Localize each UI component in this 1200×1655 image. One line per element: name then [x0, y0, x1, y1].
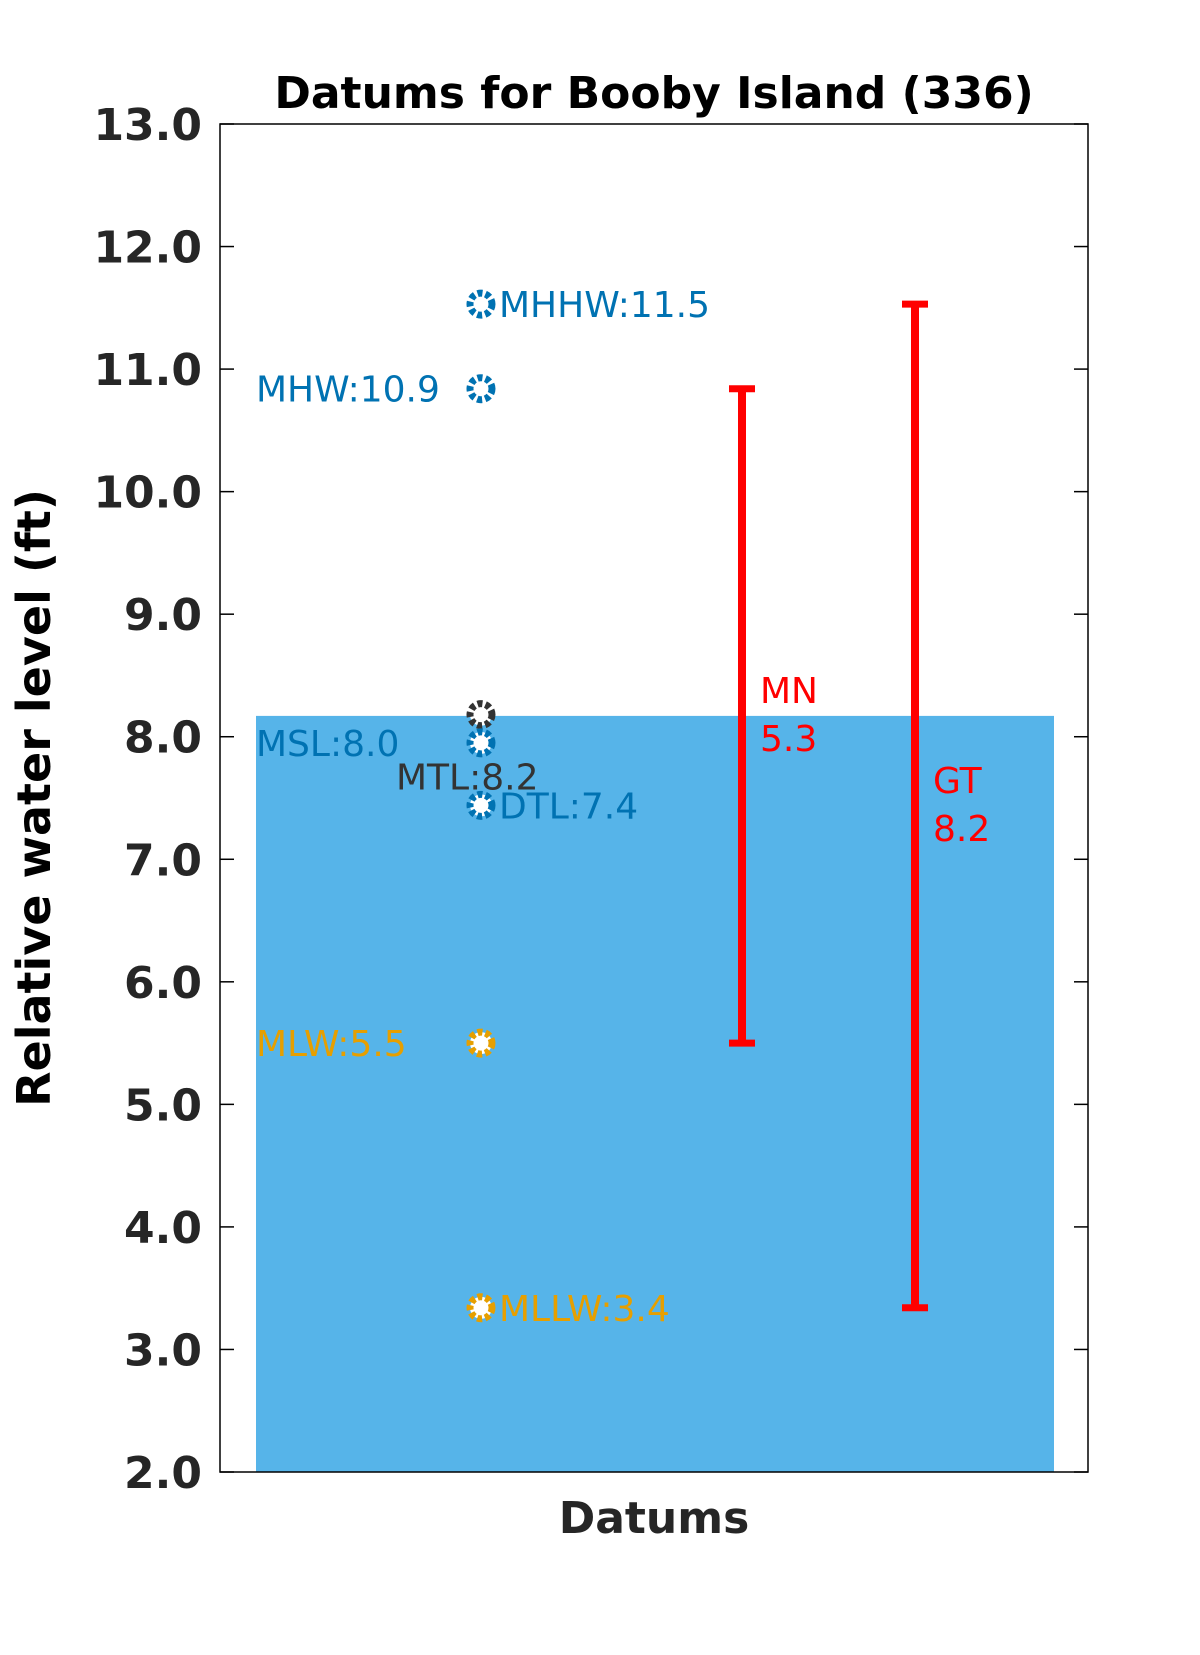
y-tick-label: 7.0 [124, 835, 202, 886]
y-tick-label: 5.0 [124, 1080, 202, 1131]
datum-label: MSL:8.0 [256, 724, 399, 765]
y-tick-label: 6.0 [124, 958, 202, 1009]
y-tick-label: 4.0 [124, 1203, 202, 1254]
y-tick-label: 12.0 [93, 223, 202, 274]
y-tick-label: 8.0 [124, 713, 202, 764]
range-value-label: 8.2 [933, 809, 990, 850]
datum-marker [466, 790, 496, 820]
range-name-label: GT [933, 761, 983, 802]
y-tick-label: 10.0 [93, 468, 202, 519]
datum-label: MTL:8.2 [396, 758, 539, 799]
range-name-label: MN [760, 671, 818, 712]
range-value-label: 5.3 [760, 719, 817, 760]
datum-marker [466, 700, 496, 730]
y-tick-label: 3.0 [124, 1325, 202, 1376]
x-axis-label: Datums [559, 1493, 750, 1544]
datum-label: MHW:10.9 [256, 370, 440, 411]
y-tick-label: 13.0 [93, 100, 202, 151]
datum-marker [466, 289, 496, 319]
chart-title: Datums for Booby Island (336) [274, 68, 1033, 119]
datum-label: MLLW:3.4 [499, 1289, 670, 1330]
datum-marker [466, 374, 496, 404]
y-tick-label: 9.0 [124, 590, 202, 641]
datum-label: DTL:7.4 [499, 786, 638, 827]
datum-label: MHHW:11.5 [499, 285, 710, 326]
y-tick-label: 11.0 [93, 345, 202, 396]
plot-frame [219, 123, 1089, 1473]
bar-mtl [256, 715, 1054, 1472]
y-tick-label: 2.0 [124, 1448, 202, 1499]
plot-area: 2.0 3.0 4.0 5.0 6.0 7.0 8.0 9.0 10.0 11.0 12.0 13.0… [93, 100, 1089, 1499]
datum-marker [466, 1293, 496, 1323]
datum-marker [466, 728, 496, 758]
datum-label: MLW:5.5 [256, 1024, 407, 1065]
y-axis-label: Relative water level (ft) [7, 489, 61, 1107]
datum-marker [466, 1028, 496, 1058]
